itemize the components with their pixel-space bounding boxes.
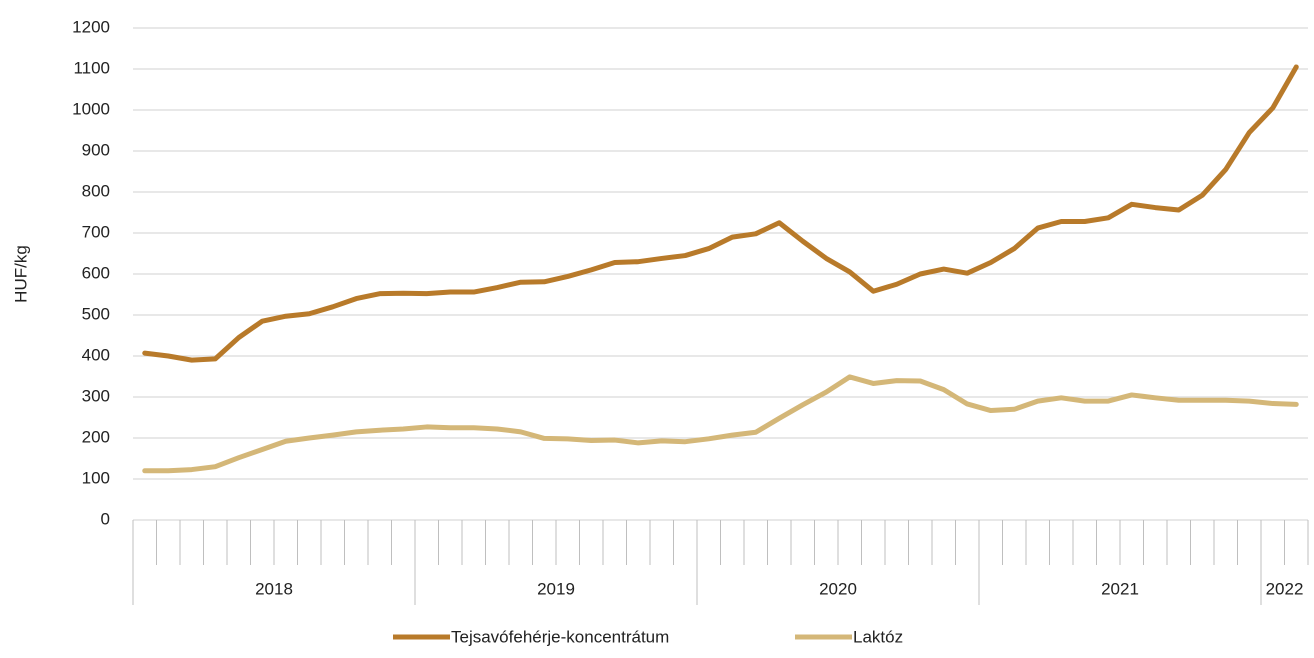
legend-label: Tejsavófehérje-koncentrátum: [451, 627, 669, 646]
y-tick-label: 500: [82, 304, 110, 323]
y-tick-label: 200: [82, 427, 110, 446]
y-tick-label: 1100: [73, 58, 110, 77]
year-label: 2022: [1266, 579, 1304, 598]
y-tick-label: 1200: [72, 17, 110, 36]
year-label: 2020: [819, 579, 857, 598]
y-tick-label: 700: [82, 222, 110, 241]
year-label: 2021: [1101, 579, 1139, 598]
y-tick-label: 600: [82, 263, 110, 282]
series-line: [142, 64, 1299, 363]
legend-label: Laktóz: [853, 627, 903, 646]
y-tick-label: 100: [82, 468, 110, 487]
year-label: 2019: [537, 579, 575, 598]
y-tick-label: 0: [101, 509, 110, 528]
y-tick-label: 300: [82, 386, 110, 405]
y-tick-label: 1000: [72, 99, 110, 118]
y-tick-label: 400: [82, 345, 110, 364]
year-label: 2018: [255, 579, 293, 598]
y-tick-label: 800: [82, 181, 110, 200]
series-line: [142, 374, 1299, 474]
y-axis-label: HUF/kg: [11, 245, 30, 303]
y-tick-label: 900: [82, 140, 110, 159]
